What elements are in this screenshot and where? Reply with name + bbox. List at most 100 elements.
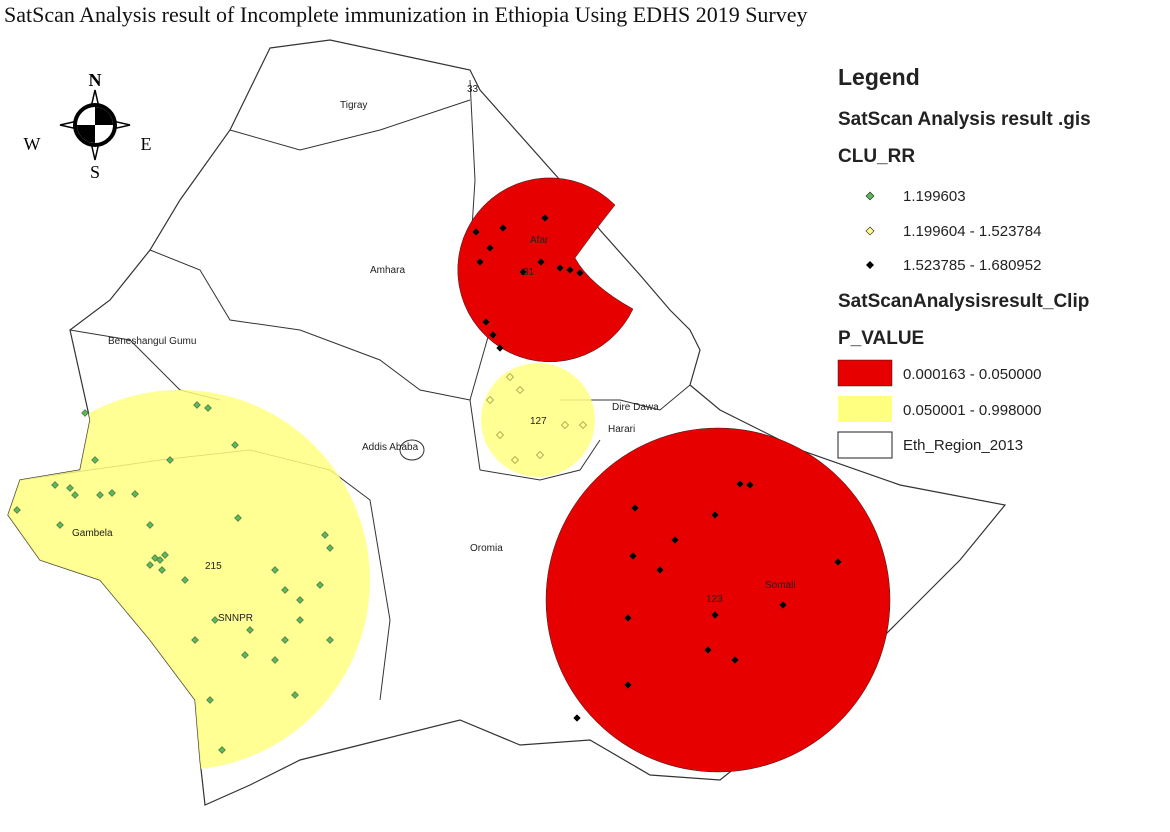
cluster-point (536, 451, 544, 459)
cluster-point (56, 521, 64, 529)
region-label: Beneshangul Gumu (108, 336, 196, 347)
legend-class: 0.000163 - 0.050000 (903, 366, 1041, 383)
cluster-point (241, 651, 249, 659)
region-label: Harari (608, 424, 635, 435)
cluster-point (516, 386, 524, 394)
cluster-point (511, 456, 519, 464)
region-label: Amhara (370, 265, 405, 276)
cluster-point (234, 514, 242, 522)
cluster-point (489, 331, 497, 339)
legend-field: P_VALUE (838, 328, 924, 349)
cluster-point (321, 531, 329, 539)
cluster-point (218, 746, 226, 754)
cluster-point (519, 268, 527, 276)
cluster-point (66, 484, 74, 492)
legend-field: CLU_RR (838, 146, 915, 167)
cluster-point (156, 556, 164, 564)
cluster-point (296, 616, 304, 624)
cluster-point (472, 228, 480, 236)
cluster-point (482, 318, 490, 326)
cluster-point (711, 611, 719, 619)
cluster-point (779, 601, 787, 609)
cluster-point (316, 581, 324, 589)
cluster-point (51, 481, 59, 489)
cluster-label: 215 (205, 561, 222, 572)
cluster-point (537, 258, 545, 266)
compass-e: E (141, 134, 152, 154)
cluster-point (166, 456, 174, 464)
cluster-label: 127 (530, 416, 547, 427)
cluster-point (746, 481, 754, 489)
region-label: Addis Ababa (362, 442, 419, 453)
cluster-point (206, 696, 214, 704)
region-label: Gambela (72, 528, 113, 539)
cluster-point (231, 441, 239, 449)
cluster-point (486, 244, 494, 252)
cluster-point (108, 489, 116, 497)
region-labels: Tigray Afar Amhara Beneshangul Gumu Dire… (72, 100, 796, 624)
cluster-point (281, 636, 289, 644)
cluster-label: 31 (523, 267, 535, 278)
cluster-label: 123 (706, 594, 723, 605)
cluster-point (624, 614, 632, 622)
cluster-point (296, 596, 304, 604)
cluster-point (271, 656, 279, 664)
cluster-point (191, 636, 199, 644)
cluster-point (624, 681, 632, 689)
cluster-point (731, 656, 739, 664)
legend-class: 0.050001 - 0.998000 (903, 402, 1041, 419)
cluster-point (181, 576, 189, 584)
cluster-point (81, 409, 89, 417)
cluster-point (13, 506, 21, 514)
cluster-point (579, 421, 587, 429)
compass: N S E W (24, 70, 152, 182)
compass-s: S (90, 162, 100, 182)
legend-class: Eth_Region_2013 (903, 437, 1023, 454)
cluster-point (656, 566, 664, 574)
cluster-label: 33 (467, 84, 479, 95)
cluster-point (671, 536, 679, 544)
cluster-point (476, 258, 484, 266)
cluster-point (211, 616, 219, 624)
cluster-point (496, 431, 504, 439)
cluster-point (541, 214, 549, 222)
region-label: SNNPR (218, 613, 253, 624)
cluster-point (736, 480, 744, 488)
cluster-point (631, 504, 639, 512)
legend: Legend SatScan Analysis result .gis CLU_… (837, 64, 1091, 459)
cluster-point (204, 404, 212, 412)
cluster-point (161, 551, 169, 559)
map-title: SatScan Analysis result of Incomplete im… (4, 2, 808, 27)
cluster-point (146, 561, 154, 569)
cluster-point (573, 714, 581, 722)
cluster-point (486, 396, 494, 404)
legend-title: Legend (838, 64, 920, 90)
compass-n: N (89, 70, 102, 90)
region-label: Afar (530, 235, 549, 246)
cluster-point (131, 490, 139, 498)
cluster-point (146, 521, 154, 529)
cluster-point (561, 421, 569, 429)
cluster-point (291, 691, 299, 699)
cluster-point (271, 566, 279, 574)
cluster-point (704, 646, 712, 654)
cluster-points (13, 214, 842, 754)
cluster-point (556, 264, 564, 272)
cluster-point (506, 373, 514, 381)
cluster-point (281, 586, 289, 594)
region-label: Tigray (340, 100, 367, 111)
cluster-point (496, 344, 504, 352)
cluster-point (629, 552, 637, 560)
cluster-point (566, 266, 574, 274)
region-label: Dire Dawa (612, 402, 659, 413)
compass-w: W (24, 134, 41, 154)
cluster-point (71, 491, 79, 499)
cluster-point (711, 511, 719, 519)
region-label: Oromia (470, 543, 503, 554)
cluster-point (326, 636, 334, 644)
region-label: Somali (765, 580, 796, 591)
cluster-point (193, 401, 201, 409)
cluster-point (576, 269, 584, 277)
cluster-labels: 33 31 127 215 123 (205, 84, 723, 605)
cluster-point (499, 224, 507, 232)
